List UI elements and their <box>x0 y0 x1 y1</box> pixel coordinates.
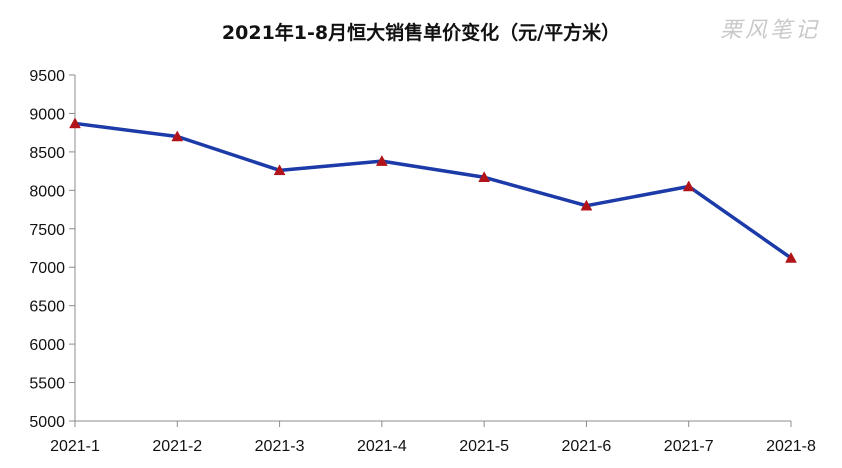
data-point-marker <box>375 155 388 166</box>
axes <box>74 75 791 422</box>
series-layer <box>69 117 797 263</box>
y-axis-ticks: 5000 5500 6000 6500 7000 7500 8000 8500 9000 9500 <box>29 68 75 431</box>
x-tick-label: 2021-2 <box>152 438 202 455</box>
data-point-marker <box>478 171 491 183</box>
y-tick-label: 8000 <box>29 183 65 200</box>
x-tick-label: 2021-3 <box>255 438 305 455</box>
data-point-marker <box>69 117 81 129</box>
data-point-marker <box>682 180 695 192</box>
data-point-marker <box>273 164 286 176</box>
y-tick-label: 9500 <box>29 68 65 85</box>
y-tick-label: 7000 <box>29 260 65 277</box>
data-point-marker <box>171 130 184 142</box>
data-point-marker <box>785 251 797 263</box>
y-tick-label: 8500 <box>29 145 65 162</box>
data-point-marker <box>580 199 593 211</box>
x-tick-label: 2021-5 <box>459 438 509 455</box>
x-tick-label: 2021-1 <box>50 438 100 455</box>
chart-title: 2021年1-8月恒大销售单价变化（元/平方米） <box>221 22 621 44</box>
series-line <box>73 121 793 260</box>
y-tick-label: 6500 <box>29 299 65 316</box>
y-tick-label: 9000 <box>29 106 65 123</box>
x-tick-label: 2021-8 <box>766 438 816 455</box>
x-tick-label: 2021-4 <box>357 438 407 455</box>
y-tick-label: 5500 <box>29 376 65 393</box>
x-tick-label: 2021-7 <box>664 438 714 455</box>
y-tick-label: 5000 <box>29 414 65 431</box>
x-tick-label: 2021-6 <box>562 438 612 455</box>
y-tick-label: 7500 <box>29 222 65 239</box>
y-tick-label: 6000 <box>29 337 65 354</box>
watermark-logo: 栗风笔记 <box>719 18 820 43</box>
x-axis-ticks: 2021-1 2021-2 2021-3 2021-4 2021-5 2021-6 2021… <box>50 421 816 455</box>
